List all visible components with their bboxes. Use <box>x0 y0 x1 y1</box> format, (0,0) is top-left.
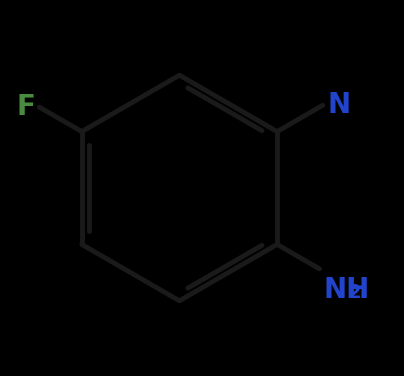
Text: F: F <box>17 93 36 121</box>
Text: 2: 2 <box>348 283 361 302</box>
Text: NH: NH <box>323 276 370 304</box>
Text: N: N <box>327 91 350 119</box>
